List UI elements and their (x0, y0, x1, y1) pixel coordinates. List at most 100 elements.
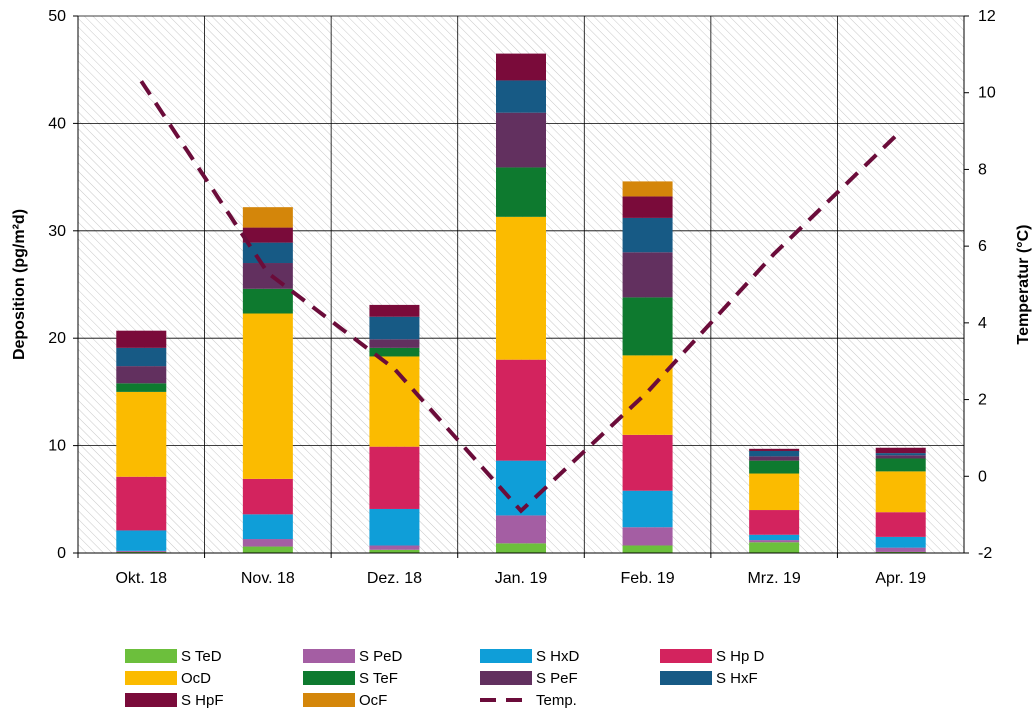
legend-label: Temp. (536, 692, 577, 709)
y2-tick-label: -2 (978, 545, 992, 562)
y2-tick-label: 4 (978, 315, 987, 332)
bar-segment (242, 227, 293, 243)
bar-segment (749, 448, 800, 451)
bar-segment (749, 460, 800, 474)
temperature-line (139, 80, 903, 514)
y-tick-label: 20 (48, 330, 66, 347)
bar-segment (242, 514, 293, 540)
bar-segment (496, 80, 546, 113)
legend-label: S HxD (536, 648, 580, 665)
legend-label: S TeF (359, 670, 398, 687)
bar-segment (622, 217, 673, 253)
bar-segment (242, 263, 293, 289)
bar-segment (496, 216, 546, 360)
legend-swatch (480, 671, 532, 685)
bar-segment (496, 167, 546, 217)
bar-segment (116, 366, 167, 384)
bar-segment (116, 391, 167, 477)
bar-segment (496, 515, 546, 544)
bar-segment (116, 530, 167, 551)
y-tick-label: 0 (57, 545, 66, 562)
legend-swatch (125, 649, 177, 663)
bar-segment (369, 446, 420, 509)
bar-segment (242, 288, 293, 314)
bar-segment (369, 356, 420, 447)
x-tick-label: Feb. 19 (620, 570, 674, 587)
legend-label: S Hp D (716, 648, 765, 665)
y-tick-label: 50 (48, 8, 66, 25)
legend-swatch (303, 671, 355, 685)
bar-segment (622, 434, 673, 491)
legend-label: S TeD (181, 648, 222, 665)
legend-label: OcD (181, 670, 211, 687)
bar-segment (622, 181, 673, 197)
bar-segment (496, 543, 546, 553)
bar-segment (749, 510, 800, 535)
legend-label: OcF (359, 692, 387, 709)
bar-segment (749, 534, 800, 541)
legend-label: S HpF (181, 692, 224, 709)
bar-segment (875, 455, 926, 459)
bar-segment (875, 512, 926, 537)
bar-segment (496, 53, 546, 81)
x-tick-label: Okt. 18 (115, 570, 167, 587)
y-tick-label: 10 (48, 438, 66, 455)
bar-segment (875, 547, 926, 552)
bar-segment (116, 551, 167, 553)
legend-label: S HxF (716, 670, 758, 687)
bar-segment (369, 545, 420, 550)
bar-segment (116, 550, 167, 552)
bar-segment (116, 383, 167, 392)
bar-segment (749, 450, 800, 457)
x-tick-label: Jan. 19 (495, 570, 548, 587)
y-tick-label: 40 (48, 115, 66, 132)
bar-segment (622, 355, 673, 435)
bar-segment (116, 476, 167, 531)
bar-segment (369, 347, 420, 357)
bar-segment (749, 473, 800, 511)
legend-swatch (660, 649, 712, 663)
bar-segment (242, 478, 293, 515)
y2-tick-label: 10 (978, 85, 996, 102)
bar-segment (369, 316, 420, 340)
axis-labels: 0 10 20 30 40 50 -2 0 2 4 6 8 10 12 Okt. 18 Nov. 18 Dez.… (11, 8, 1032, 587)
legend-swatch (303, 649, 355, 663)
bar-segment (875, 458, 926, 472)
y-axis-title: Deposition (pg/m²d) (11, 209, 28, 360)
bar-segment (622, 545, 673, 553)
bar-segment (242, 242, 293, 264)
x-tick-label: Nov. 18 (241, 570, 295, 587)
bar-segment (116, 330, 167, 348)
bar-segment (749, 542, 800, 553)
y-tick-label: 30 (48, 223, 66, 240)
legend-swatch (660, 671, 712, 685)
bar-segment (242, 207, 293, 228)
y2-axis-title: Temperatur (°C) (1015, 225, 1032, 345)
bar-segment (369, 304, 420, 317)
bar-segment (116, 347, 167, 367)
bars (116, 53, 926, 553)
x-tick-label: Apr. 19 (875, 570, 926, 587)
y2-tick-label: 0 (978, 468, 987, 485)
y2-tick-label: 12 (978, 8, 996, 25)
bar-segment (622, 527, 673, 546)
bar-segment (369, 549, 420, 553)
bar-segment (369, 339, 420, 348)
bar-segment (496, 359, 546, 461)
bar-segment (749, 540, 800, 543)
legend-swatch (125, 693, 177, 707)
bar-segment (369, 508, 420, 546)
bar-segment (496, 460, 546, 516)
x-tick-label: Mrz. 19 (747, 570, 800, 587)
bar-segment (242, 313, 293, 479)
x-tick-label: Dez. 18 (367, 570, 422, 587)
bar-segment (875, 551, 926, 553)
bar-segment (496, 112, 546, 168)
bar-segment (622, 252, 673, 298)
bar-segment (875, 536, 926, 548)
legend-swatch (125, 671, 177, 685)
legend-swatch (480, 649, 532, 663)
y2-tick-label: 2 (978, 392, 987, 409)
